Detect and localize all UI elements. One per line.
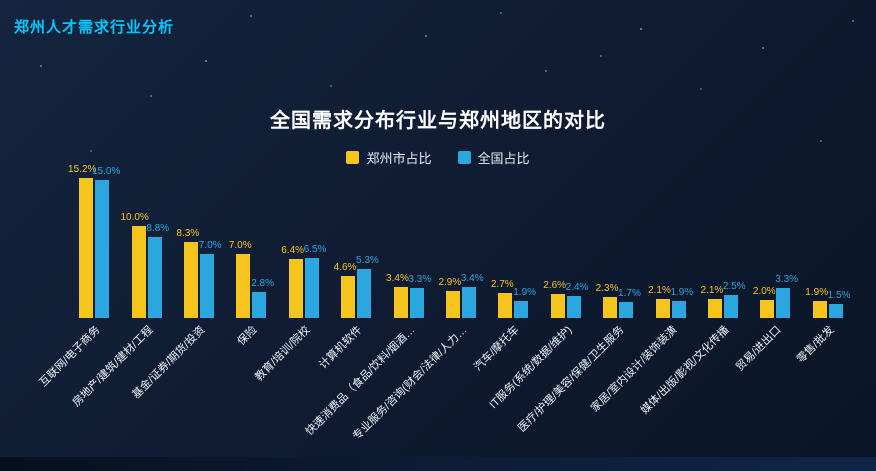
- bar-group: 10.0% 8.8% 房地产/建筑/建材/工程: [70, 172, 172, 409]
- value-label: 1.9%: [805, 286, 829, 298]
- bar-national[interactable]: 1.9%: [513, 287, 536, 318]
- value-label: 2.8%: [251, 278, 275, 290]
- bar-group: 7.0% 2.8% 保险: [225, 172, 277, 348]
- value-label: 2.5%: [722, 281, 746, 292]
- value-label: 2.0%: [752, 285, 776, 297]
- bar-zhengzhou[interactable]: 2.1%: [700, 285, 723, 318]
- bar-zhengzhou[interactable]: 15.2%: [68, 164, 96, 318]
- bar-group: 2.3% 1.7% 医疗/护理/美容/保健/卫生服务: [516, 172, 644, 435]
- chart-legend: 郑州市占比 全国占比: [0, 148, 876, 167]
- bar-group: 2.6% 2.4% IT服务(系统/数据/维护): [487, 172, 592, 411]
- page-title: 郑州人才需求行业分析: [14, 19, 175, 36]
- value-label: 4.6%: [333, 261, 357, 273]
- bar-zhengzhou[interactable]: 2.3%: [596, 283, 618, 318]
- bar-national[interactable]: 1.5%: [828, 290, 850, 318]
- bar-group: 6.4% 6.5% 教育/培训/院校: [253, 172, 330, 383]
- chart-title: 全国需求分布行业与郑州地区的对比: [270, 110, 606, 132]
- legend-item-zhengzhou[interactable]: 郑州市占比: [346, 148, 432, 167]
- bar-group: 2.7% 1.9% 汽车/摩托车: [472, 172, 539, 373]
- value-label: 6.5%: [303, 244, 327, 256]
- bar-zhengzhou[interactable]: 4.6%: [334, 262, 356, 318]
- bar-zhengzhou[interactable]: 3.4%: [386, 273, 409, 318]
- value-label: 2.6%: [543, 280, 567, 292]
- value-label: 3.3%: [408, 273, 432, 285]
- bar-zhengzhou[interactable]: 10.0%: [120, 212, 149, 318]
- bar-zhengzhou[interactable]: 7.0%: [229, 240, 252, 318]
- bar-national[interactable]: 3.3%: [775, 274, 798, 318]
- value-label: 1.9%: [670, 286, 694, 298]
- bar-national[interactable]: 15.0%: [92, 166, 120, 318]
- bar-group: 8.3% 7.0% 基金/证券/期货/投资: [130, 172, 225, 402]
- bar-group: 2.9% 3.4% 专业服务/咨询(财会/法律/人力…: [351, 172, 487, 443]
- value-label: 15.2%: [68, 164, 97, 176]
- bar-national[interactable]: 1.7%: [618, 288, 641, 318]
- legend-label-zhengzhou: 郑州市占比: [366, 151, 432, 166]
- value-label: 5.3%: [356, 255, 379, 267]
- bar-zhengzhou[interactable]: 2.6%: [543, 280, 566, 318]
- value-label: 15.0%: [91, 166, 121, 177]
- value-label: 10.0%: [120, 212, 149, 223]
- legend-swatch-yellow: [346, 151, 360, 164]
- bar-group: 3.4% 3.3% 快速消费品（食品/饮料/烟酒…: [303, 172, 434, 438]
- bar-zhengzhou[interactable]: 2.9%: [438, 277, 461, 318]
- bar-group: 15.2% 15.0% 互联网/电子商务: [38, 164, 121, 389]
- bar-national[interactable]: 2.5%: [723, 281, 746, 318]
- footer-bar: [0, 457, 876, 471]
- bar-group: 1.9% 1.5% 零售/批发: [795, 172, 854, 366]
- bar-group: 2.1% 1.9% 家居/室内设计/装饰装潢: [589, 172, 696, 415]
- value-label: 7.0%: [228, 239, 252, 251]
- bar-zhengzhou[interactable]: 8.3%: [176, 228, 199, 318]
- bar-national[interactable]: 1.9%: [670, 287, 693, 318]
- value-label: 1.7%: [618, 288, 641, 300]
- bar-zhengzhou[interactable]: 6.4%: [281, 245, 304, 318]
- value-label: 8.8%: [146, 223, 170, 234]
- bar-national[interactable]: 3.3%: [408, 274, 431, 318]
- bar-national[interactable]: 7.0%: [199, 240, 222, 318]
- legend-item-national[interactable]: 全国占比: [457, 148, 530, 167]
- value-label: 2.9%: [438, 277, 462, 289]
- bar-national[interactable]: 5.3%: [356, 255, 379, 318]
- bar-national[interactable]: 2.4%: [566, 282, 588, 318]
- bar-group: 2.1% 2.5% 媒体/出版/影视/文化传播: [639, 172, 749, 417]
- value-label: 7.0%: [198, 239, 222, 251]
- legend-swatch-blue: [457, 151, 471, 164]
- value-label: 3.3%: [775, 273, 799, 285]
- bar-chart-plot-area: 15.2% 15.0% 互联网/电子商务 10.0% 8.8% 房地产/建筑/建材/工程 8…: [38, 164, 854, 443]
- value-label: 2.1%: [648, 284, 671, 296]
- value-label: 2.1%: [700, 284, 724, 296]
- bar-zhengzhou[interactable]: 2.1%: [648, 285, 671, 318]
- value-label: 2.3%: [595, 282, 619, 294]
- bar-group: 4.6% 5.3% 计算机软件: [317, 172, 382, 371]
- bar-zhengzhou[interactable]: 2.0%: [753, 286, 776, 318]
- bar-national[interactable]: 3.4%: [461, 273, 484, 318]
- bar-group: 2.0% 3.3% 贸易/进出口: [734, 172, 801, 374]
- value-label: 2.7%: [490, 279, 514, 291]
- value-label: 1.5%: [827, 290, 851, 302]
- bar-national[interactable]: 6.5%: [304, 244, 326, 318]
- value-label: 3.4%: [386, 272, 409, 284]
- bar-national[interactable]: 8.8%: [146, 223, 169, 318]
- legend-label-national: 全国占比: [477, 151, 530, 166]
- bar-zhengzhou[interactable]: 1.9%: [805, 287, 828, 318]
- value-label: 6.4%: [281, 245, 305, 257]
- value-label: 2.4%: [565, 281, 589, 293]
- value-label: 3.4%: [460, 272, 484, 284]
- value-label: 1.9%: [513, 286, 537, 298]
- bar-national[interactable]: 2.8%: [251, 278, 274, 318]
- bar-zhengzhou[interactable]: 2.7%: [491, 279, 514, 318]
- value-label: 8.3%: [176, 227, 200, 239]
